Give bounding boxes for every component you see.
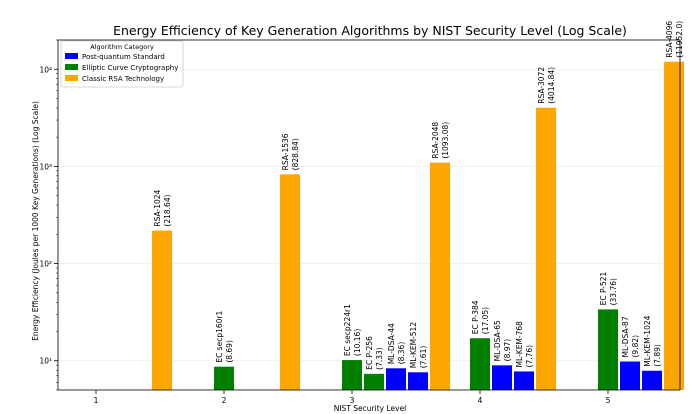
bar-name-label: EC secp160r1	[215, 311, 224, 363]
x-tick-label: 4	[478, 396, 483, 405]
bar-value-label: (33.76)	[609, 278, 618, 305]
bar-name-label: ML-KEM-768	[515, 321, 524, 368]
bar-value-label: (11952.0)	[675, 21, 684, 58]
bar-name-label: EC P-256	[365, 336, 374, 370]
legend-swatch-classic-rsa	[65, 75, 78, 81]
bar-value-label: (4014.84)	[547, 67, 556, 104]
bar-rsa-4096	[664, 61, 684, 390]
x-axis-label: NIST Security Level	[334, 404, 407, 413]
y-tick-label: 10⁴	[39, 65, 52, 74]
legend-swatch-elliptic-curve	[65, 64, 78, 70]
bar-name-label: EC P-521	[599, 271, 608, 305]
x-tick-label: 2	[222, 396, 227, 405]
legend-title: Algorithm Category	[90, 43, 154, 51]
bar-rsa-2048	[430, 162, 450, 390]
bar-ec-p-256	[364, 373, 384, 390]
y-axis-ticks: 10¹ 10² 10³ 10⁴	[39, 39, 58, 391]
legend-swatch-post-quantum	[65, 53, 78, 59]
bar-value-label: (1093.08)	[441, 122, 450, 159]
bar-name-label: RSA-1536	[281, 133, 290, 170]
bar-ec-p-384	[470, 338, 490, 390]
bar-name-label: ML-KEM-512	[409, 322, 418, 369]
x-tick-label: 5	[606, 396, 611, 405]
bar-name-label: EC secp224r1	[343, 304, 352, 356]
y-tick-label: 10¹	[39, 357, 52, 366]
bar-value-label: (8.36)	[397, 342, 406, 365]
bars-group	[152, 61, 684, 390]
x-tick-label: 3	[350, 396, 355, 405]
y-axis-label: Energy Efficiency (Joules per 1000 Key G…	[31, 101, 40, 341]
x-tick-label: 1	[94, 396, 99, 405]
bar-ml-dsa-44	[386, 368, 406, 390]
legend-label-post-quantum: Post-quantum Standard	[82, 53, 165, 61]
legend-label-classic-rsa: Classic RSA Technology	[82, 75, 164, 83]
bar-value-label: (7.33)	[375, 347, 384, 370]
bar-value-label: (17.05)	[481, 307, 490, 334]
bar-ml-kem-1024	[642, 370, 662, 390]
chart-title: Energy Efficiency of Key Generation Algo…	[113, 23, 627, 38]
bar-ec-secp160r1	[214, 366, 234, 390]
bar-value-label: (8.97)	[503, 339, 512, 362]
bar-value-label: (7.89)	[653, 344, 662, 367]
bar-rsa-3072	[536, 107, 556, 390]
plot-frame	[57, 39, 681, 391]
bar-name-label: RSA-1024	[153, 189, 162, 226]
bar-labels-group: RSA-1024 (218.64) EC secp160r1 (8.69) RSA-15…	[153, 21, 684, 370]
legend: Algorithm Category Post-quantum Standard…	[60, 40, 184, 88]
bar-ml-dsa-65	[492, 365, 512, 390]
bar-rsa-1024	[152, 230, 172, 390]
bar-name-label: RSA-3072	[537, 67, 546, 104]
bar-value-label: (7.76)	[525, 345, 534, 368]
bar-name-label: RSA-2048	[431, 122, 440, 159]
bar-name-label: ML-DSA-87	[621, 316, 630, 357]
bar-name-label: EC P-384	[471, 300, 480, 334]
bar-ml-kem-512	[408, 372, 428, 390]
y-tick-label: 10²	[39, 260, 52, 269]
bar-ml-kem-768	[514, 371, 534, 390]
legend-box	[60, 40, 184, 88]
bar-name-label: ML-KEM-1024	[643, 315, 652, 366]
x-axis-ticks: 1 2 3 4 5	[94, 390, 611, 405]
bar-value-label: (10.16)	[353, 329, 362, 356]
bar-ec-p-521	[598, 309, 618, 390]
bar-name-label: RSA-4096	[665, 21, 674, 58]
bar-value-label: (9.82)	[631, 335, 640, 358]
bar-ec-secp224r1	[342, 360, 362, 390]
y-grid	[58, 68, 680, 362]
y-tick-label: 10³	[39, 162, 52, 171]
legend-label-elliptic-curve: Elliptic Curve Cryptography	[82, 64, 178, 72]
bar-name-label: ML-DSA-44	[387, 323, 396, 364]
bar-value-label: (218.64)	[163, 194, 172, 226]
bar-ml-dsa-87	[620, 361, 640, 390]
bar-value-label: (7.61)	[419, 346, 428, 369]
bar-value-label: (8.69)	[225, 340, 234, 363]
bar-rsa-1536	[280, 174, 300, 390]
bar-value-label: (828.84)	[291, 138, 300, 170]
bar-name-label: ML-DSA-65	[493, 320, 502, 361]
